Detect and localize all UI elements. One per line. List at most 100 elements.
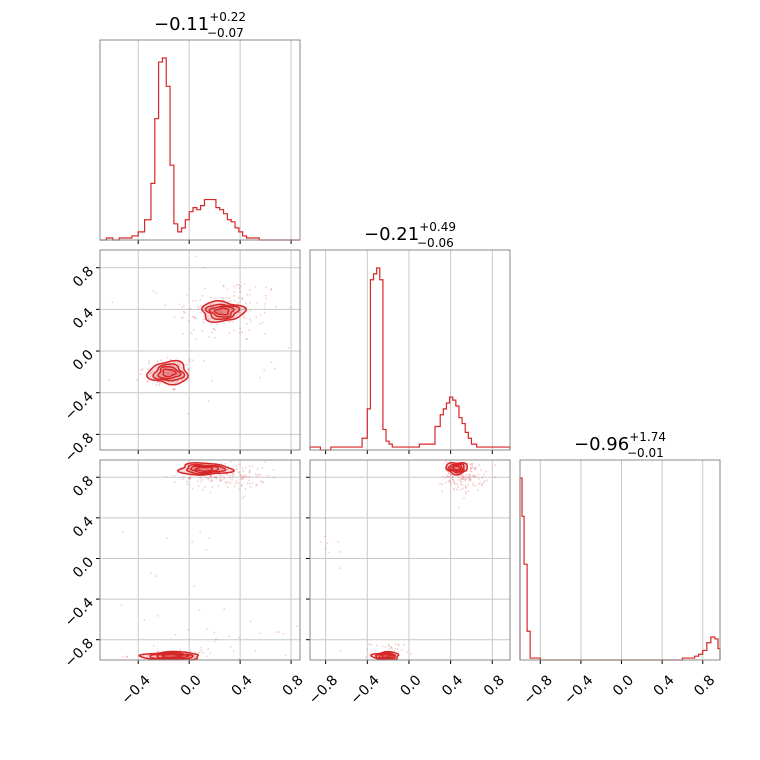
scatter-point (328, 551, 330, 554)
scatter-point (469, 464, 471, 466)
scatter-point (160, 359, 163, 361)
scatter-point (446, 474, 449, 477)
scatter-point (368, 653, 371, 655)
scatter-point (212, 466, 215, 469)
scatter-point (220, 480, 222, 482)
scatter-point (202, 321, 205, 324)
scatter-point (461, 477, 464, 479)
scatter-point (158, 379, 160, 381)
scatter-point (202, 306, 205, 309)
scatter-point (457, 506, 460, 509)
scatter-point (207, 648, 209, 650)
scatter-point (233, 295, 236, 297)
scatter-point (198, 609, 201, 611)
scatter-point (270, 288, 273, 290)
scatter-point (257, 474, 260, 476)
scatter-point (456, 466, 458, 468)
scatter-point (384, 645, 387, 648)
scatter-point (401, 649, 403, 651)
scatter-point (229, 300, 232, 302)
scatter-point (391, 652, 394, 654)
scatter-point (223, 608, 226, 610)
scatter-point (208, 318, 210, 320)
panel-background (310, 250, 510, 450)
scatter-point (182, 332, 184, 335)
contour-level (161, 653, 184, 659)
scatter-point (388, 645, 390, 647)
scatter-point (470, 463, 473, 465)
contour-level (381, 653, 393, 659)
scatter-point (246, 322, 248, 325)
scatter-point (445, 460, 448, 463)
scatter-point (121, 656, 124, 658)
scatter-point (152, 644, 155, 647)
scatter-point (202, 318, 205, 321)
scatter-point (126, 655, 128, 658)
scatter-point (156, 360, 159, 362)
scatter-point (194, 317, 197, 319)
scatter-point (223, 470, 226, 473)
scatter-point (175, 382, 177, 384)
scatter-point (207, 478, 210, 480)
title-param-0-value: −0.11 (154, 14, 209, 35)
scatter-point (256, 474, 259, 477)
scatter-point (183, 377, 185, 379)
x-tick-label: 0.8 (691, 672, 718, 699)
y-tick-label: −0.8 (62, 430, 97, 465)
scatter-point (366, 648, 368, 651)
scatter-point (448, 472, 451, 475)
scatter-point (200, 649, 203, 652)
scatter-point (229, 646, 232, 648)
scatter-point (218, 247, 220, 249)
scatter-point (241, 484, 243, 486)
scatter-point (447, 476, 449, 479)
scatter-point (225, 473, 228, 476)
scatter-point (259, 314, 262, 316)
scatter-point (233, 299, 236, 302)
x-tick-label: −0.4 (561, 672, 596, 707)
scatter-point (255, 484, 258, 486)
scatter-point (190, 332, 193, 334)
scatter-point (460, 474, 463, 477)
scatter-point (246, 482, 249, 485)
scatter-point (210, 303, 212, 305)
scatter-point (251, 482, 254, 484)
scatter-point (246, 338, 248, 340)
scatter-point (152, 290, 155, 293)
y-tick-label: 0.0 (70, 347, 97, 374)
scatter-point (461, 474, 463, 477)
scatter-point (165, 476, 168, 478)
scatter-point (215, 477, 218, 480)
scatter-point (474, 468, 476, 471)
scatter-point (339, 649, 342, 652)
scatter-point (182, 476, 185, 478)
scatter-point (369, 656, 372, 658)
scatter-point (193, 329, 195, 331)
scatter-point (222, 457, 224, 459)
scatter-point (324, 535, 326, 538)
scatter-point (396, 648, 399, 650)
scatter-point (220, 310, 222, 313)
scatter-point (468, 475, 471, 477)
scatter-point (462, 472, 465, 474)
scatter-point (215, 476, 217, 479)
scatter-point (217, 485, 220, 487)
scatter-point (238, 636, 241, 639)
scatter-point (248, 470, 251, 473)
scatter-point (454, 483, 457, 486)
scatter-point (246, 294, 249, 296)
scatter-point (472, 484, 474, 486)
scatter-point (471, 474, 474, 477)
scatter-point (254, 649, 257, 652)
scatter-point (465, 473, 468, 476)
scatter-point (187, 629, 189, 631)
scatter-point (469, 466, 472, 469)
scatter-point (187, 477, 190, 480)
scatter-point (468, 479, 470, 481)
scatter-point (199, 305, 202, 307)
scatter-point (243, 283, 246, 285)
scatter-point (255, 316, 258, 319)
y-tick-label: −0.8 (62, 635, 97, 670)
scatter-point (242, 470, 245, 473)
scatter-point (181, 478, 184, 481)
